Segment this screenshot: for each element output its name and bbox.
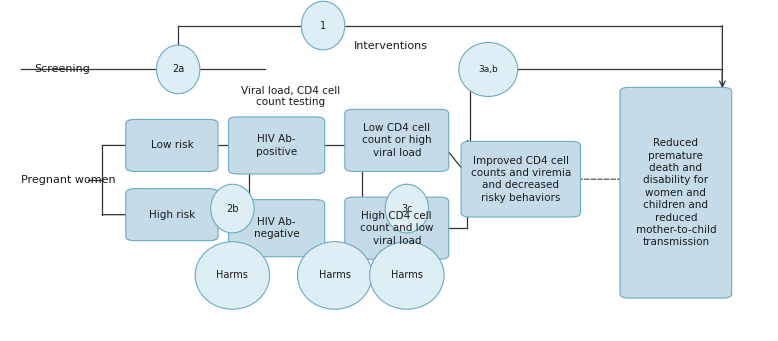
Ellipse shape xyxy=(211,184,254,233)
Text: High risk: High risk xyxy=(149,210,195,220)
Text: Viral load, CD4 cell
count testing: Viral load, CD4 cell count testing xyxy=(241,86,340,107)
Text: Low CD4 cell
count or high
viral load: Low CD4 cell count or high viral load xyxy=(362,123,432,158)
FancyBboxPatch shape xyxy=(126,119,218,172)
Text: High CD4 cell
count and low
viral load: High CD4 cell count and low viral load xyxy=(360,211,433,246)
Text: Screening: Screening xyxy=(35,64,90,74)
Text: HIV Ab-
negative: HIV Ab- negative xyxy=(254,217,300,239)
Ellipse shape xyxy=(385,184,429,233)
FancyBboxPatch shape xyxy=(126,189,218,241)
Ellipse shape xyxy=(301,1,345,50)
FancyBboxPatch shape xyxy=(461,142,580,217)
Text: Harms: Harms xyxy=(216,270,248,280)
Ellipse shape xyxy=(459,42,517,97)
Ellipse shape xyxy=(370,242,444,309)
Ellipse shape xyxy=(156,45,200,94)
Text: Reduced
premature
death and
disability for
women and
children and
reduced
mother: Reduced premature death and disability f… xyxy=(636,138,716,247)
Text: 2a: 2a xyxy=(172,64,184,74)
Text: 1: 1 xyxy=(320,20,326,31)
Text: 3c: 3c xyxy=(401,204,412,213)
FancyBboxPatch shape xyxy=(229,199,324,257)
Text: Interventions: Interventions xyxy=(354,41,428,51)
Text: Harms: Harms xyxy=(319,270,351,280)
Text: Harms: Harms xyxy=(391,270,422,280)
Text: Improved CD4 cell
counts and viremia
and decreased
risky behaviors: Improved CD4 cell counts and viremia and… xyxy=(471,155,571,203)
Ellipse shape xyxy=(297,242,372,309)
FancyBboxPatch shape xyxy=(345,197,449,259)
Text: HIV Ab-
positive: HIV Ab- positive xyxy=(256,134,297,157)
Text: Low risk: Low risk xyxy=(151,140,193,150)
FancyBboxPatch shape xyxy=(229,117,324,174)
FancyBboxPatch shape xyxy=(345,109,449,172)
FancyBboxPatch shape xyxy=(620,87,731,298)
Ellipse shape xyxy=(195,242,270,309)
Text: 3a,b: 3a,b xyxy=(478,65,498,74)
Text: Pregnant women: Pregnant women xyxy=(21,175,115,185)
Text: 2b: 2b xyxy=(226,204,239,213)
